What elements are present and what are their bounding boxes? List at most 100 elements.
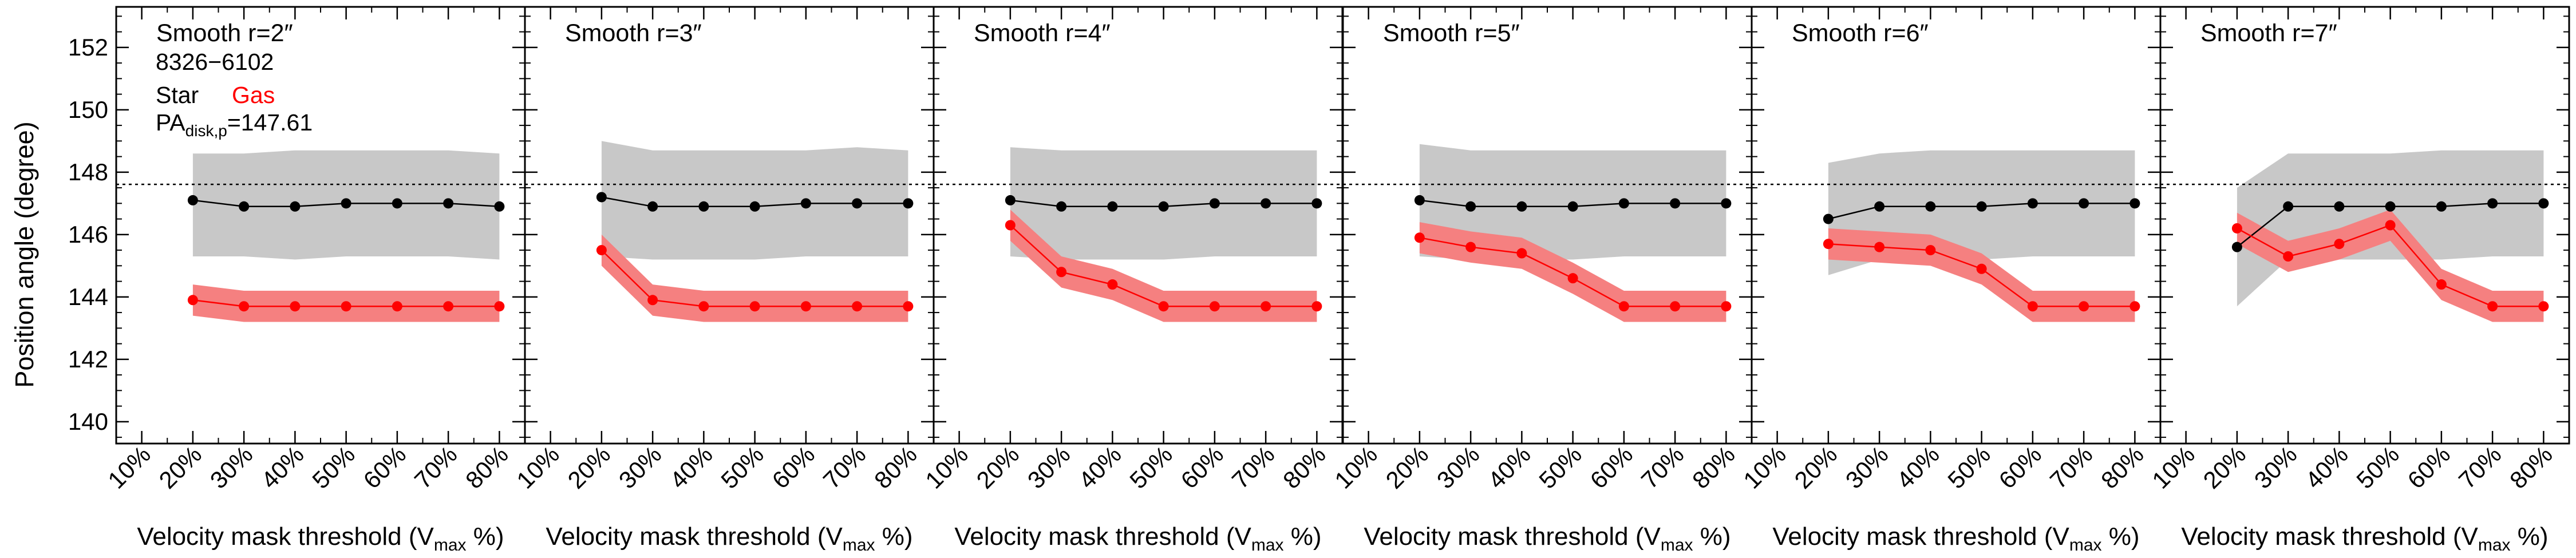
x-tick-label: 50%: [1534, 441, 1587, 494]
x-tick-label: 70%: [1227, 441, 1280, 494]
gas-point: [1158, 301, 1169, 312]
gas-point: [1056, 267, 1067, 278]
panel-4: 10%20%30%40%50%60%70%80% Smooth r=5″ Veloc…: [1329, 6, 1753, 555]
star-point: [1209, 198, 1220, 209]
gas-point: [903, 301, 914, 312]
x-axis-label: Velocity mask threshold (Vmax %): [1364, 523, 1730, 555]
gas-band: [1828, 228, 2135, 322]
x-tick-label: 40%: [665, 441, 718, 494]
star-band: [601, 141, 908, 260]
x-tick-label: 40%: [256, 441, 309, 494]
gas-point: [239, 301, 250, 312]
x-axis-label-tail: %): [1693, 523, 1731, 551]
gas-point: [443, 301, 454, 312]
gas-point: [2436, 279, 2447, 290]
x-tick-label: 10%: [2147, 441, 2200, 494]
gas-point: [1414, 232, 1425, 243]
x-axis-label-tail: %): [1284, 523, 1322, 551]
x-tick-label: 30%: [1432, 441, 1485, 494]
star-point: [749, 201, 760, 212]
panel-1: 140 142 144 146 148 150 152 10%20%30%40%50%60%7…: [68, 6, 526, 555]
panel-title: Smooth r=5″: [1383, 19, 1520, 47]
star-point: [2436, 201, 2447, 212]
x-tick-label: 60%: [1176, 441, 1229, 494]
y-tick-label: 148: [68, 159, 108, 185]
x-tick-label: 80%: [869, 441, 922, 494]
x-axis-label: Velocity mask threshold (Vmax %): [954, 523, 1321, 555]
x-tick-label: 50%: [1124, 441, 1178, 494]
x-tick-label: 60%: [1994, 441, 2047, 494]
x-tick-label: 10%: [920, 441, 973, 494]
legend-star: Star: [156, 82, 199, 108]
gas-point: [2231, 223, 2242, 234]
gas-band: [1010, 209, 1317, 322]
star-point: [443, 198, 454, 209]
y-axis-label: Position angle (degree): [10, 121, 39, 387]
gas-point: [2385, 220, 2396, 231]
star-point: [1567, 201, 1578, 212]
x-tick-label: 30%: [1022, 441, 1076, 494]
gas-point: [2079, 301, 2089, 312]
star-point: [1976, 201, 1987, 212]
y-tick-label: 152: [68, 34, 108, 61]
gas-point: [1107, 279, 1118, 290]
y-tick-label: 144: [68, 283, 108, 310]
x-tick-label: 30%: [205, 441, 258, 494]
gas-band: [1419, 222, 1726, 322]
x-axis-label-main: Velocity mask threshold (V: [954, 523, 1251, 551]
y-tick-label: 142: [68, 346, 108, 373]
star-point: [1670, 198, 1681, 209]
star-point: [1721, 198, 1732, 209]
x-tick-label: 10%: [102, 441, 156, 494]
x-tick-label: 30%: [1840, 441, 1894, 494]
star-point: [1925, 201, 1936, 212]
x-tick-label: 20%: [563, 441, 616, 494]
gas-point: [290, 301, 301, 312]
panel-2: 10%20%30%40%50%60%70%80% Smooth r=3″ Veloc…: [511, 6, 935, 555]
gas-point: [698, 301, 709, 312]
x-axis-label-main: Velocity mask threshold (V: [1364, 523, 1661, 551]
x-tick-label: 40%: [1483, 441, 1536, 494]
star-point: [1311, 198, 1322, 209]
star-point: [903, 198, 914, 209]
gas-point: [2487, 301, 2498, 312]
panel-title: Smooth r=6″: [1792, 19, 1929, 47]
star-point: [341, 198, 351, 209]
pa-label-sub: disk,p: [185, 122, 227, 140]
x-axis-label-main: Velocity mask threshold (V: [2181, 523, 2478, 551]
x-axis-label: Velocity mask threshold (Vmax %): [1772, 523, 2139, 555]
x-tick-label: 10%: [1329, 441, 1382, 494]
star-point: [2079, 198, 2089, 209]
x-tick-label: 60%: [1585, 441, 1638, 494]
gas-point: [2334, 239, 2345, 250]
x-tick-label: 80%: [1687, 441, 1740, 494]
x-axis-label: Velocity mask threshold (Vmax %): [546, 523, 912, 555]
panels: 14014214414614815015210%20%30%40%50%60%7…: [68, 6, 2570, 555]
pa-label-value: =147.61: [227, 109, 313, 136]
gas-point: [596, 245, 607, 256]
star-point: [1056, 201, 1067, 212]
star-point: [187, 195, 198, 205]
gas-point: [1465, 242, 1476, 252]
x-axis-label-sub: max: [1251, 536, 1284, 555]
x-tick-label: 20%: [1789, 441, 1843, 494]
x-tick-label: 10%: [511, 441, 564, 494]
y-tick-label: 146: [68, 221, 108, 248]
gas-point: [341, 301, 351, 312]
x-tick-label: 40%: [1073, 441, 1127, 494]
y-tick-label: 150: [68, 96, 108, 123]
x-tick-label: 30%: [614, 441, 667, 494]
x-tick-label: 20%: [154, 441, 207, 494]
star-point: [1005, 195, 1016, 205]
x-tick-label: 40%: [2300, 441, 2353, 494]
panel-title: Smooth r=4″: [974, 19, 1111, 47]
x-tick-label: 80%: [1278, 441, 1331, 494]
gas-band: [601, 234, 908, 322]
star-point: [1874, 201, 1885, 212]
gas-point: [1209, 301, 1220, 312]
gas-point: [2283, 251, 2294, 262]
x-axis-label-sub: max: [2478, 536, 2511, 555]
x-axis-label-sub: max: [1661, 536, 1693, 555]
star-point: [852, 198, 863, 209]
star-point: [1261, 198, 1271, 209]
